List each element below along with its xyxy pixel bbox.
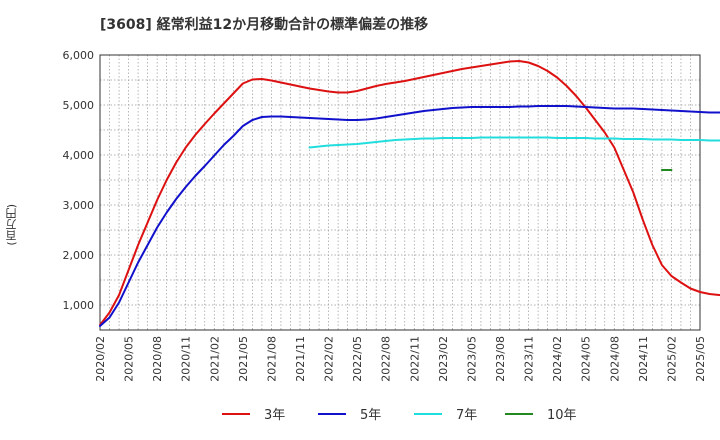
y-tick-label: 5,000 — [63, 99, 95, 112]
x-tick-label: 2023/11 — [523, 336, 536, 382]
y-tick-label: 2,000 — [63, 249, 95, 262]
plot-border — [99, 54, 701, 331]
series-line — [99, 105, 720, 327]
y-tick-label: 1,000 — [63, 299, 95, 312]
x-tick-label: 2020/05 — [123, 336, 136, 382]
x-tick-label: 2022/11 — [408, 336, 421, 382]
series-line — [308, 136, 720, 149]
x-tick-label: 2021/08 — [265, 336, 278, 382]
x-tick-label: 2021/05 — [237, 336, 250, 382]
chart-title: [3608] 経常利益12か月移動合計の標準偏差の推移 — [100, 17, 429, 33]
x-tick-label: 2020/02 — [94, 336, 107, 382]
legend-label: 7年 — [456, 408, 477, 423]
x-tick-label: 2022/05 — [351, 336, 364, 382]
y-tick-label: 3,000 — [63, 199, 95, 212]
x-tick-label: 2024/11 — [637, 336, 650, 382]
x-tick-label: 2023/08 — [494, 336, 507, 382]
x-tick-label: 2022/02 — [323, 336, 336, 382]
y-tick-label: 6,000 — [63, 49, 95, 62]
x-tick-label: 2023/02 — [437, 336, 450, 382]
x-tick-label: 2025/02 — [665, 336, 678, 382]
legend-label: 5年 — [360, 408, 381, 423]
x-tick-label: 2020/11 — [180, 336, 193, 382]
x-tick-label: 2024/02 — [551, 336, 564, 382]
legend-label: 3年 — [264, 408, 285, 423]
x-tick-label: 2022/08 — [380, 336, 393, 382]
series-line — [99, 60, 720, 326]
x-tick-label: 2024/05 — [580, 336, 593, 382]
plot-area — [100, 55, 700, 330]
x-tick-label: 2025/05 — [694, 336, 707, 382]
x-tick-label: 2021/02 — [208, 336, 221, 382]
x-tick-label: 2023/05 — [465, 336, 478, 382]
y-tick-label: 4,000 — [63, 149, 95, 162]
x-tick-label: 2024/08 — [608, 336, 621, 382]
x-tick-label: 2021/11 — [294, 336, 307, 382]
x-tick-label: 2020/08 — [151, 336, 164, 382]
legend-label: 10年 — [547, 408, 577, 423]
